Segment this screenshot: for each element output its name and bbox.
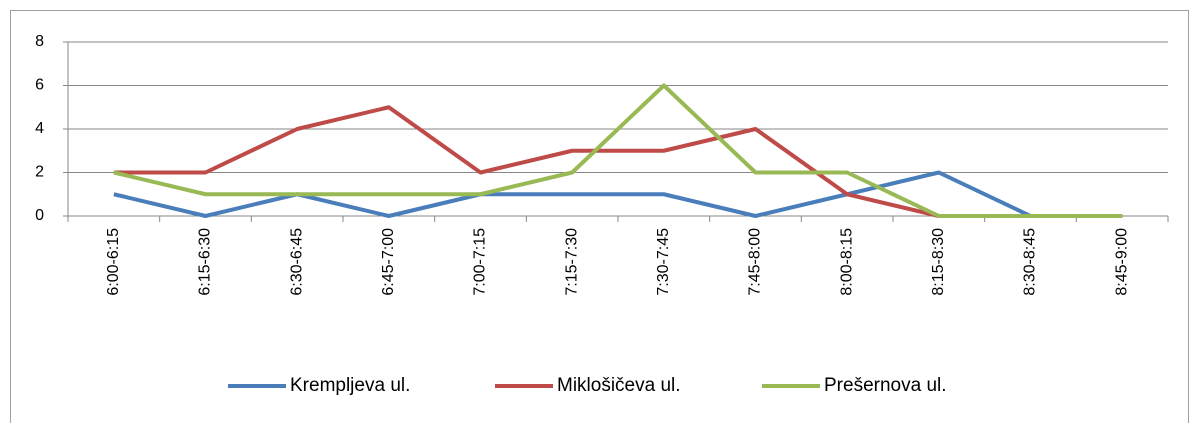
- y-tick-label: 0: [35, 207, 44, 224]
- legend-label: Krempljeva ul.: [290, 375, 410, 396]
- x-tick-label: 7:00-7:15: [472, 228, 489, 296]
- x-tick-label: 6:15-6:30: [197, 228, 214, 296]
- x-tick-label: 6:30-6:45: [288, 228, 305, 296]
- y-tick-label: 6: [35, 77, 44, 94]
- x-tick-label: 7:15-7:30: [563, 228, 580, 296]
- y-tick-label: 2: [35, 164, 44, 181]
- x-tick-label: 7:30-7:45: [655, 228, 672, 296]
- x-tick-label: 8:15-8:30: [930, 228, 947, 296]
- y-tick-label: 8: [35, 33, 44, 50]
- legend-label: Prešernova ul.: [824, 375, 947, 396]
- x-tick-label: 8:45-9:00: [1113, 228, 1130, 296]
- legend-label: Miklošičeva ul.: [557, 375, 681, 396]
- y-tick-label: 4: [35, 120, 44, 137]
- x-tick-label: 8:00-8:15: [838, 228, 855, 296]
- x-tick-label: 6:00-6:15: [105, 228, 122, 296]
- x-tick-label: 8:30-8:45: [1022, 228, 1039, 296]
- series-line: [113, 170, 1123, 218]
- x-tick-label: 7:45-8:00: [747, 228, 764, 296]
- series-line: [113, 83, 1123, 218]
- x-tick-label: 6:45-7:00: [380, 228, 397, 296]
